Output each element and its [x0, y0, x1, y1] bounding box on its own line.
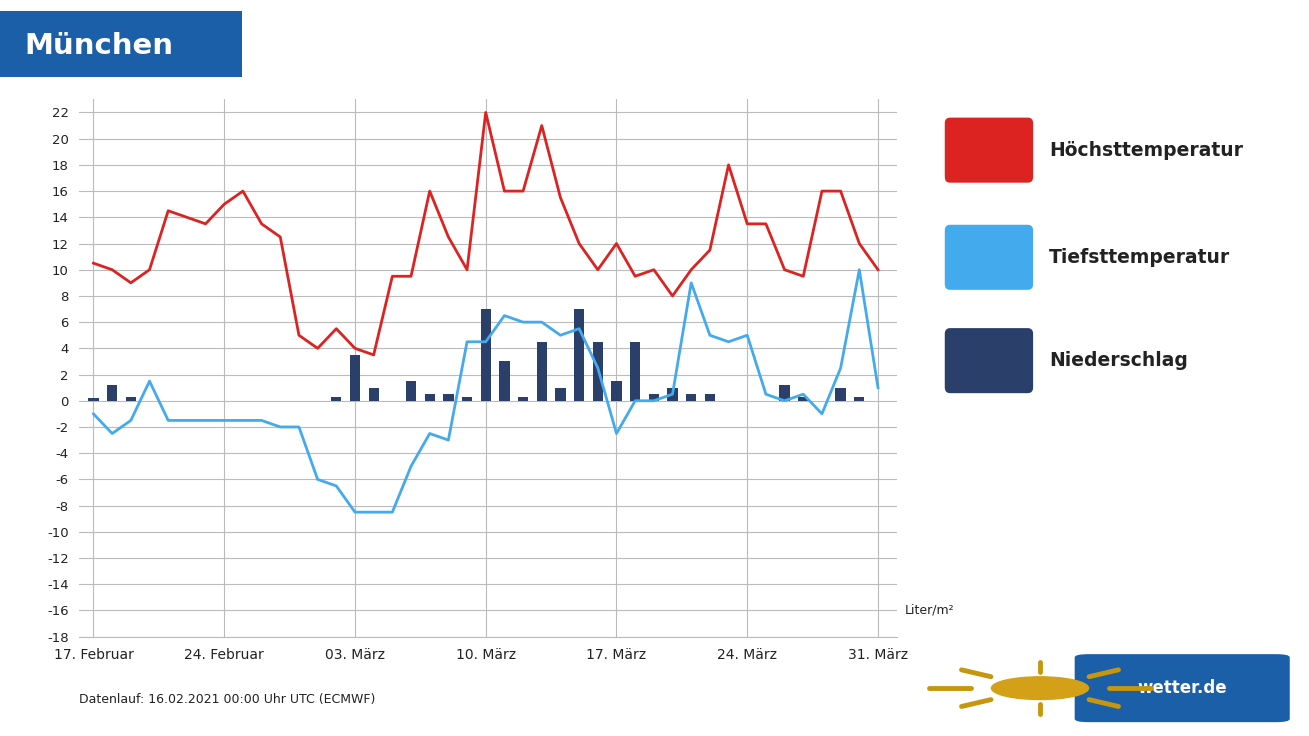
Bar: [331, 397, 342, 401]
Bar: [537, 342, 547, 401]
Bar: [704, 394, 715, 401]
Bar: [593, 342, 603, 401]
Text: Tiefsttemperatur: Tiefsttemperatur: [1049, 248, 1230, 267]
Bar: [668, 388, 678, 401]
Bar: [369, 388, 378, 401]
Bar: [107, 385, 118, 401]
Bar: [462, 397, 473, 401]
Text: Datenlauf: 16.02.2021 00:00 Uhr UTC (ECMWF): Datenlauf: 16.02.2021 00:00 Uhr UTC (ECM…: [79, 693, 374, 706]
Text: Niederschlag: Niederschlag: [1049, 351, 1187, 370]
Bar: [855, 397, 864, 401]
Bar: [686, 394, 696, 401]
Bar: [406, 381, 416, 401]
Bar: [499, 361, 509, 401]
Bar: [835, 388, 846, 401]
Bar: [649, 394, 658, 401]
FancyBboxPatch shape: [945, 224, 1033, 290]
Bar: [798, 397, 809, 401]
Text: wetter.de: wetter.de: [1138, 679, 1227, 697]
FancyBboxPatch shape: [945, 118, 1033, 183]
Bar: [555, 388, 565, 401]
Bar: [424, 394, 435, 401]
Bar: [779, 385, 789, 401]
Bar: [480, 309, 491, 401]
Text: München: München: [24, 32, 173, 60]
FancyBboxPatch shape: [1075, 654, 1289, 722]
Bar: [88, 398, 98, 401]
Text: Liter/m²: Liter/m²: [905, 604, 954, 617]
Bar: [611, 381, 622, 401]
Bar: [350, 355, 360, 401]
Bar: [126, 397, 136, 401]
Text: Höchsttemperatur: Höchsttemperatur: [1049, 141, 1244, 160]
Bar: [444, 394, 453, 401]
Circle shape: [991, 677, 1089, 699]
FancyBboxPatch shape: [945, 328, 1033, 393]
Bar: [573, 309, 584, 401]
Bar: [630, 342, 640, 401]
Bar: [518, 397, 529, 401]
